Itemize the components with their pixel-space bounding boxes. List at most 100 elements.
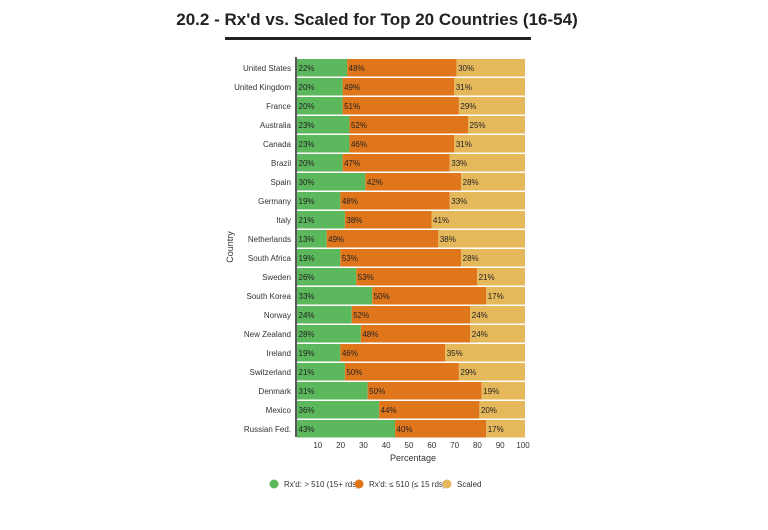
bar-segment	[468, 116, 525, 134]
bar-segment	[340, 344, 446, 362]
bar-segment	[342, 97, 459, 115]
x-tick-label: 60	[427, 441, 436, 450]
legend-label: Rx'd: ≤ 510 (≤ 15 rds)	[369, 480, 446, 489]
bar-value-label: 51%	[344, 102, 360, 111]
legend-swatch	[442, 479, 452, 489]
legend-label: Scaled	[457, 480, 481, 489]
bar-segment	[454, 135, 525, 153]
bar-segment	[340, 192, 450, 210]
x-tick-label: 80	[473, 441, 482, 450]
bar-segment	[342, 154, 450, 172]
bar-segment	[297, 97, 343, 115]
category-label: Ireland	[267, 349, 291, 358]
bar-segment	[297, 287, 373, 305]
category-label: Norway	[264, 311, 291, 320]
bar-segment	[481, 382, 525, 400]
bar-segment	[458, 363, 525, 381]
x-tick-label: 30	[359, 441, 368, 450]
bar-value-label: 19%	[299, 197, 315, 206]
category-label: Mexico	[266, 406, 292, 415]
bar-value-label: 30%	[458, 64, 474, 73]
bar-value-label: 53%	[342, 254, 358, 263]
bar-value-label: 44%	[381, 406, 397, 415]
bar-segment	[297, 268, 357, 286]
bar-segment	[297, 344, 341, 362]
category-label: Brazil	[271, 159, 291, 168]
bar-segment	[470, 325, 525, 343]
category-label: United States	[243, 64, 291, 73]
category-labels: United States United Kingdom France Austral…	[234, 64, 292, 434]
category-label: Netherlands	[248, 235, 291, 244]
bar-segment	[449, 192, 525, 210]
category-label: Italy	[276, 216, 291, 225]
bar-segment	[479, 401, 525, 419]
category-label: South Africa	[248, 254, 292, 263]
bar-segment	[367, 382, 482, 400]
bar-segment	[297, 135, 350, 153]
bar-segment	[456, 59, 525, 77]
bar-segment	[486, 420, 525, 438]
bar-value-label: 26%	[299, 273, 315, 282]
bar-value-label: 48%	[349, 64, 365, 73]
bar-segment	[486, 287, 525, 305]
bar-value-label: 22%	[299, 64, 315, 73]
bar-segment	[470, 306, 525, 324]
bar-value-label: 31%	[456, 83, 472, 92]
bar-segment	[297, 382, 368, 400]
bar-segment	[461, 249, 525, 267]
title-underline	[225, 37, 531, 40]
bar-value-label: 20%	[299, 102, 315, 111]
category-label: United Kingdom	[234, 83, 291, 92]
bar-value-label: 21%	[299, 368, 315, 377]
bar-segment	[297, 192, 341, 210]
bar-value-label: 40%	[397, 425, 413, 434]
bar-value-label: 50%	[346, 368, 362, 377]
bar-value-label: 21%	[479, 273, 495, 282]
bar-segment	[297, 173, 366, 191]
bar-segment	[297, 401, 380, 419]
bar-value-label: 49%	[328, 235, 344, 244]
bar-value-label: 17%	[488, 292, 504, 301]
bar-segment	[477, 268, 525, 286]
category-label: Sweden	[262, 273, 291, 282]
x-tick-label: 50	[405, 441, 414, 450]
bar-value-label: 21%	[299, 216, 315, 225]
category-label: New Zealand	[244, 330, 291, 339]
bar-segment	[379, 401, 480, 419]
x-axis-title: Percentage	[390, 453, 436, 463]
x-axis-ticks: 10 20 30 40 50 60 70 80 90 100	[313, 441, 530, 450]
bar-value-label: 52%	[351, 121, 367, 130]
x-tick-label: 20	[336, 441, 345, 450]
bar-value-label: 38%	[346, 216, 362, 225]
bar-value-label: 53%	[358, 273, 374, 282]
bar-value-label: 41%	[433, 216, 449, 225]
bar-segment	[326, 230, 439, 248]
bar-value-label: 42%	[367, 178, 383, 187]
bar-segment	[356, 268, 478, 286]
bar-segment	[297, 325, 361, 343]
category-label: South Korea	[247, 292, 292, 301]
x-tick-label: 70	[450, 441, 459, 450]
bar-segment	[297, 363, 345, 381]
bar-value-label: 20%	[299, 83, 315, 92]
bar-value-label: 33%	[451, 159, 467, 168]
bar-segment	[372, 287, 487, 305]
bar-value-label: 19%	[299, 254, 315, 263]
legend: Rx'd: > 510 (15+ rds) Rx'd: ≤ 510 (≤ 15 r…	[269, 479, 481, 489]
legend-swatch	[269, 479, 279, 489]
bar-value-label: 35%	[447, 349, 463, 358]
bar-segment	[445, 344, 525, 362]
bar-segment	[365, 173, 462, 191]
bar-value-label: 28%	[299, 330, 315, 339]
bar-value-label: 29%	[460, 368, 476, 377]
bar-value-label: 31%	[299, 387, 315, 396]
bar-value-label: 49%	[344, 83, 360, 92]
category-label: Canada	[263, 140, 292, 149]
bar-value-label: 48%	[342, 197, 358, 206]
bar-segment	[395, 420, 487, 438]
bar-segment	[360, 325, 471, 343]
bar-segment	[344, 211, 432, 229]
bar-value-label: 52%	[353, 311, 369, 320]
bar-value-label: 38%	[440, 235, 456, 244]
